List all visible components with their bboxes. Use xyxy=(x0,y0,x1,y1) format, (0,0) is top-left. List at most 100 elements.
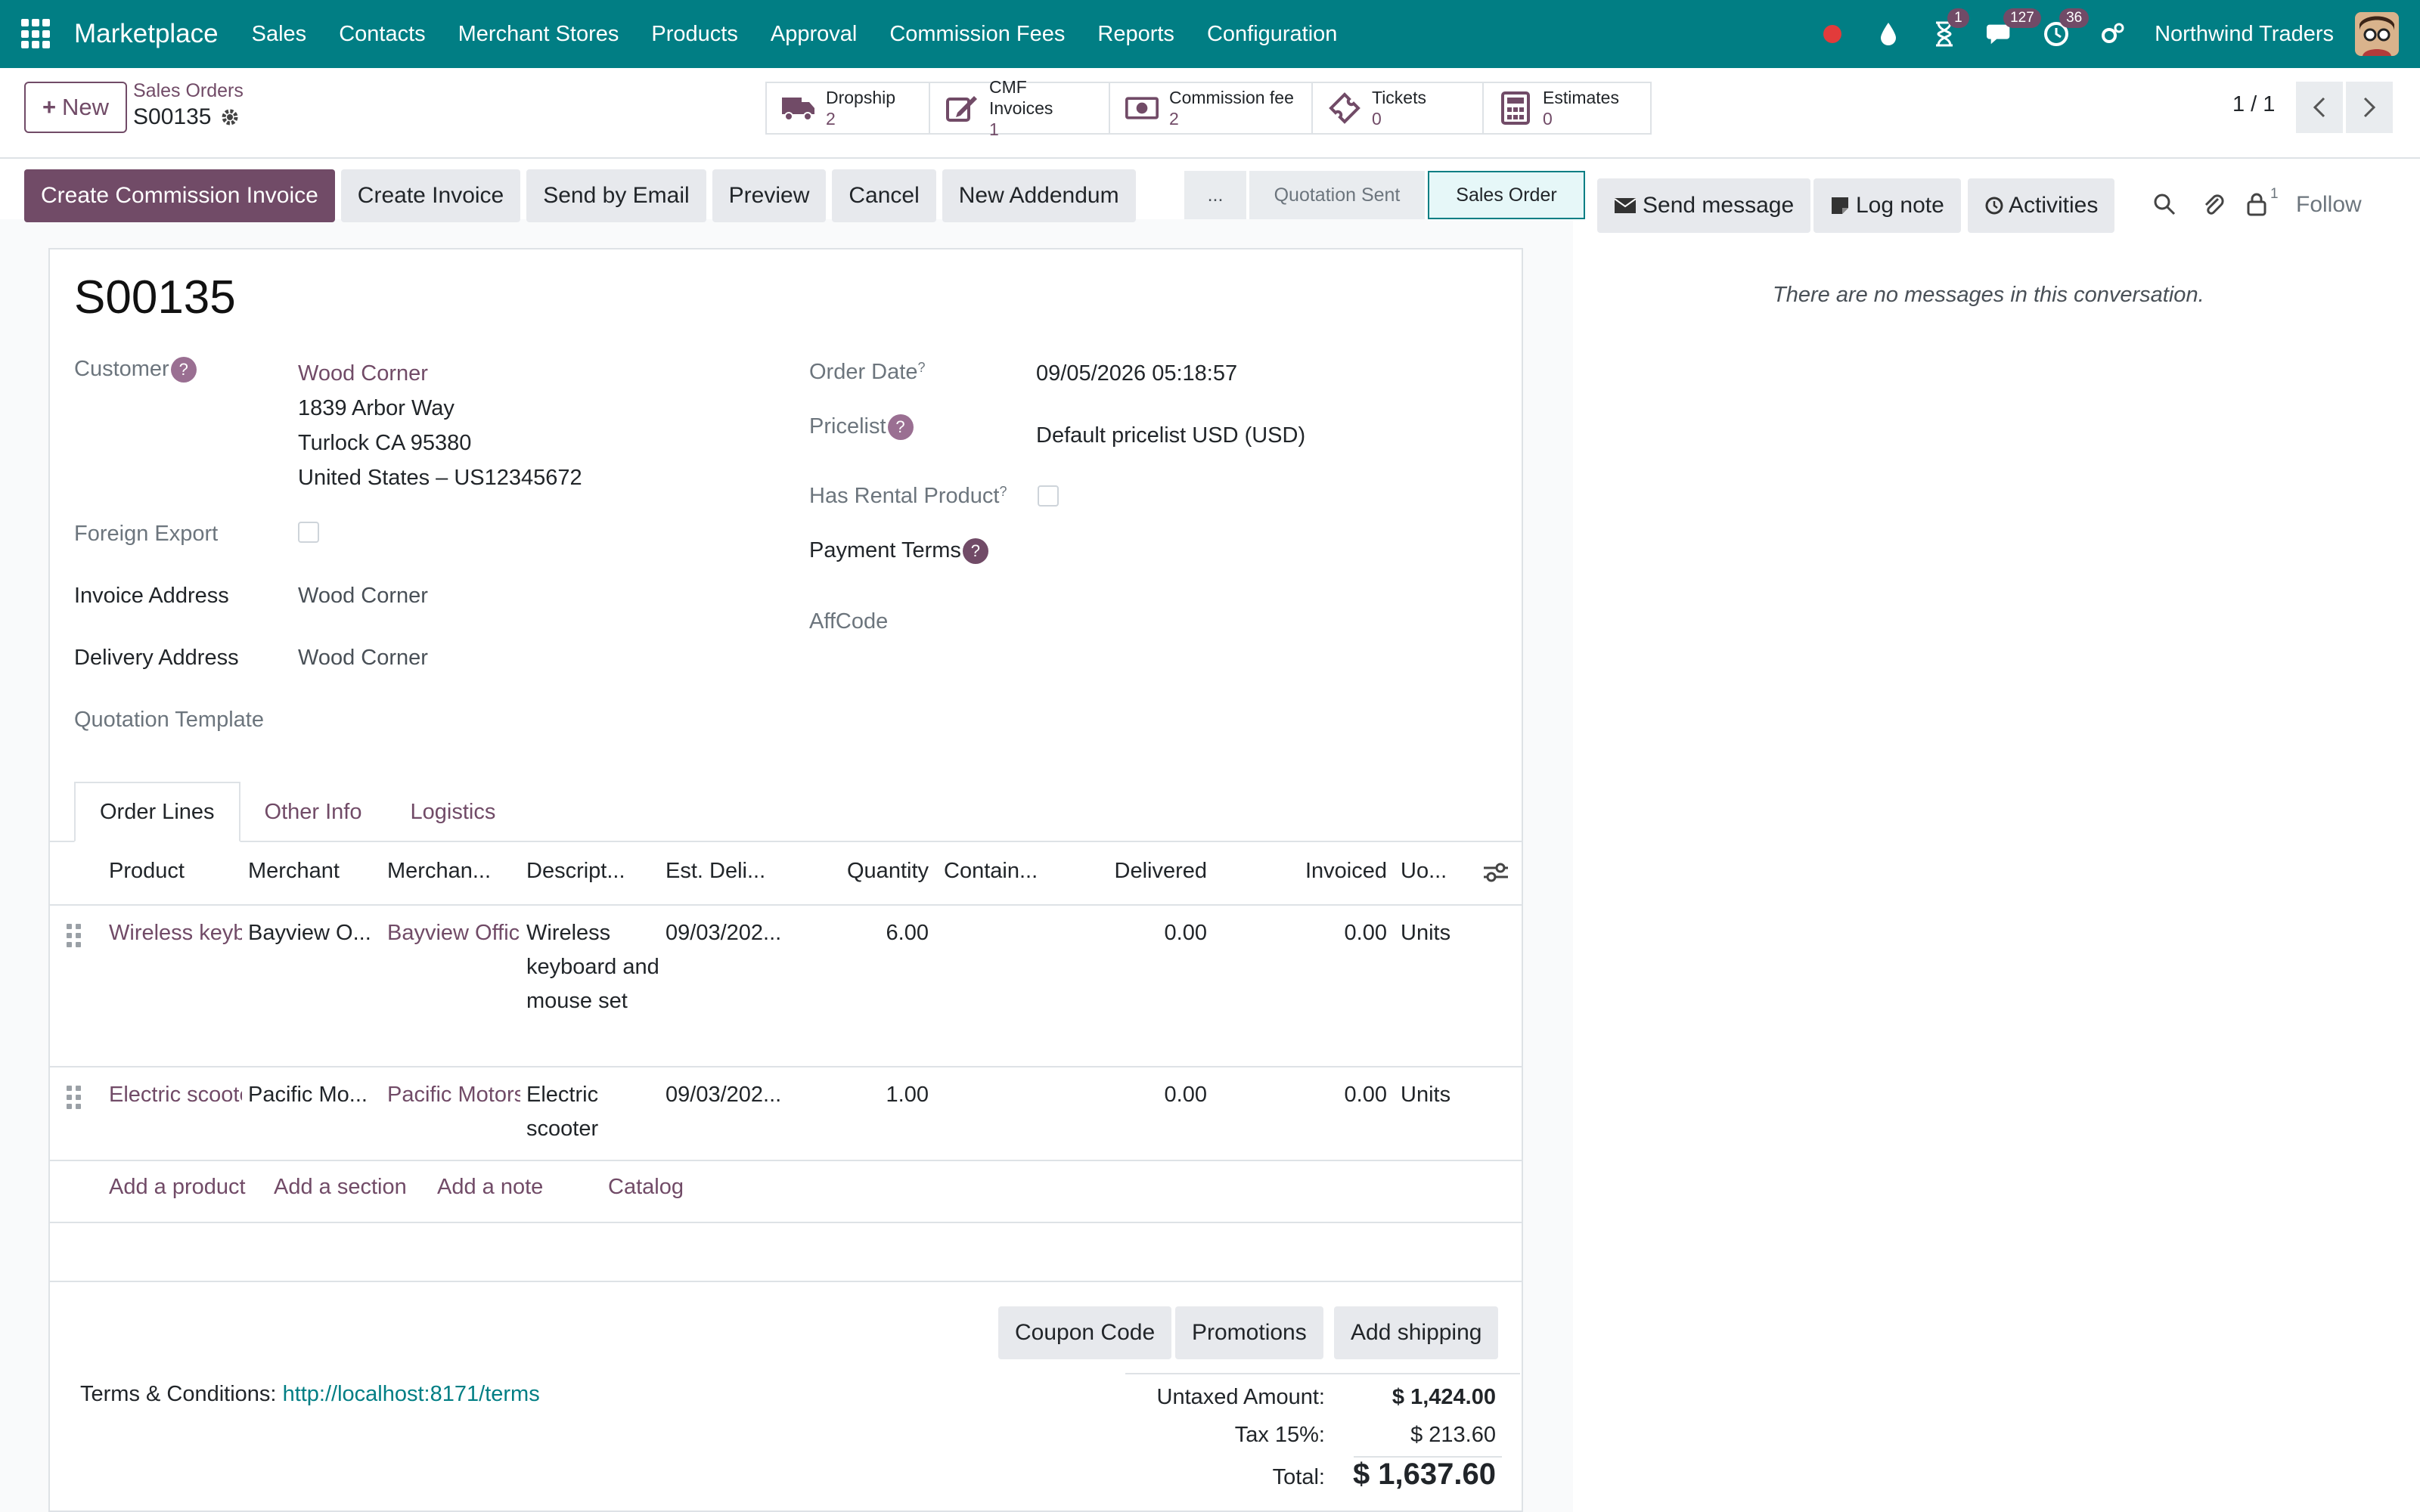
activities-badge: 1 xyxy=(1947,8,1969,28)
user-avatar[interactable] xyxy=(2355,12,2399,56)
customer-help-icon[interactable]: ? xyxy=(170,357,197,383)
messages-icon[interactable]: 127 xyxy=(1987,8,2041,48)
tab-other-info[interactable]: Other Info xyxy=(264,799,362,824)
preview-button[interactable]: Preview xyxy=(712,169,827,222)
menu-reports[interactable]: Reports xyxy=(1097,21,1174,46)
col-description[interactable]: Descript... xyxy=(526,859,625,883)
settings-gears-icon[interactable] xyxy=(2099,20,2126,48)
invoice-address-label: Invoice Address xyxy=(74,584,229,608)
dropship-button[interactable]: Dropship 2 xyxy=(765,82,930,135)
col-container[interactable]: Contain... xyxy=(944,859,1038,883)
cmf-invoices-count: 1 xyxy=(989,119,999,139)
affcode-field[interactable] xyxy=(1036,602,1490,638)
row-description: Electric scooter xyxy=(526,1083,599,1141)
droplet-icon[interactable] xyxy=(1875,20,1902,48)
col-invoiced[interactable]: Invoiced xyxy=(1305,859,1387,883)
menu-sales[interactable]: Sales xyxy=(251,21,307,46)
add-product-link[interactable]: Add a product xyxy=(109,1175,246,1199)
gear-icon[interactable] xyxy=(220,107,240,127)
row-merchant-store[interactable]: Bayview Office xyxy=(387,921,520,945)
drag-handle-icon[interactable] xyxy=(67,924,82,948)
col-merchant-store[interactable]: Merchan... xyxy=(387,859,491,883)
activities-button[interactable]: Activities xyxy=(1968,178,2115,233)
send-by-email-button[interactable]: Send by Email xyxy=(526,169,706,222)
delivery-address-field[interactable]: Wood Corner xyxy=(298,646,428,670)
menu-contacts[interactable]: Contacts xyxy=(339,21,426,46)
catalog-link[interactable]: Catalog xyxy=(608,1175,684,1199)
foreign-export-checkbox[interactable] xyxy=(298,522,319,543)
cmf-invoices-button[interactable]: CMF Invoices 1 xyxy=(930,77,1110,139)
note-icon xyxy=(1832,197,1848,214)
pager-previous-button[interactable] xyxy=(2296,82,2343,133)
payment-terms-field[interactable] xyxy=(1036,538,1490,575)
menu-merchant-stores[interactable]: Merchant Stores xyxy=(458,21,619,46)
rental-checkbox[interactable] xyxy=(1038,485,1059,507)
row-uom: Units xyxy=(1401,1083,1451,1107)
quotation-template-field[interactable] xyxy=(298,700,721,736)
create-commission-invoice-button[interactable]: Create Commission Invoice xyxy=(24,169,335,222)
col-quantity[interactable]: Quantity xyxy=(847,859,929,883)
order-date-field[interactable]: 09/05/2026 05:18:57 xyxy=(1036,361,1238,386)
tickets-button[interactable]: Tickets 0 xyxy=(1313,82,1484,135)
customer-name[interactable]: Wood Corner xyxy=(298,361,428,386)
status-more-button[interactable]: ... xyxy=(1184,171,1246,219)
form-sheet xyxy=(48,248,1523,1512)
recording-dot-icon[interactable] xyxy=(1819,20,1846,48)
breadcrumb-sales-orders[interactable]: Sales Orders xyxy=(133,80,244,101)
row-product[interactable]: Electric scooter xyxy=(109,1083,242,1107)
calculator-icon xyxy=(1499,91,1532,125)
hourglass-icon[interactable]: 1 xyxy=(1931,8,1969,48)
apps-grid-icon[interactable] xyxy=(21,19,51,49)
company-switcher[interactable]: Northwind Traders xyxy=(2155,21,2334,46)
add-section-link[interactable]: Add a section xyxy=(274,1175,407,1199)
col-delivered[interactable]: Delivered xyxy=(1114,859,1208,883)
menu-products[interactable]: Products xyxy=(651,21,738,46)
app-brand[interactable]: Marketplace xyxy=(74,19,219,48)
row-merchant-store[interactable]: Pacific Motors xyxy=(387,1083,520,1107)
menu-approval[interactable]: Approval xyxy=(770,21,858,46)
followers-lock-icon[interactable] xyxy=(2243,191,2270,218)
send-message-button[interactable]: Send message xyxy=(1597,178,1811,233)
terms-link[interactable]: http://localhost:8171/terms xyxy=(282,1382,540,1406)
status-sales-order[interactable]: Sales Order xyxy=(1428,171,1585,219)
coupon-code-button[interactable]: Coupon Code xyxy=(998,1306,1172,1359)
col-est-delivery[interactable]: Est. Deli... xyxy=(666,859,766,883)
follow-button[interactable]: Follow xyxy=(2296,192,2362,217)
payment-terms-help-icon[interactable]: ? xyxy=(962,538,988,564)
col-uom[interactable]: Uo... xyxy=(1401,859,1447,883)
totals-divider xyxy=(1125,1373,1520,1374)
column-settings-icon[interactable] xyxy=(1482,860,1509,891)
tab-order-lines[interactable]: Order Lines xyxy=(74,782,240,842)
status-quotation-sent[interactable]: Quotation Sent xyxy=(1249,171,1425,219)
row-divider xyxy=(48,1160,1523,1161)
payment-terms-label: Payment Terms? xyxy=(809,538,988,564)
invoice-address-field[interactable]: Wood Corner xyxy=(298,584,428,608)
clock-icon[interactable]: 36 xyxy=(2043,8,2090,48)
add-note-link[interactable]: Add a note xyxy=(437,1175,544,1199)
estimates-button[interactable]: Estimates 0 xyxy=(1484,82,1652,135)
add-shipping-button[interactable]: Add shipping xyxy=(1334,1306,1499,1359)
menu-configuration[interactable]: Configuration xyxy=(1206,21,1338,46)
row-product[interactable]: Wireless keyboard xyxy=(109,921,242,945)
new-button[interactable]: + New xyxy=(24,82,127,133)
search-icon[interactable] xyxy=(2151,191,2178,218)
drag-handle-icon[interactable] xyxy=(67,1086,82,1110)
menu-commission-fees[interactable]: Commission Fees xyxy=(889,21,1066,46)
pricelist-field[interactable]: Default pricelist USD (USD) xyxy=(1036,423,1306,448)
pricelist-help-icon[interactable]: ? xyxy=(887,414,914,440)
send-message-label: Send message xyxy=(1643,193,1795,218)
pager-value[interactable]: 1 / 1 xyxy=(2232,92,2276,116)
tab-logistics[interactable]: Logistics xyxy=(410,799,496,824)
cancel-button[interactable]: Cancel xyxy=(832,169,936,222)
col-product[interactable]: Product xyxy=(109,859,185,883)
create-invoice-button[interactable]: Create Invoice xyxy=(340,169,521,222)
col-merchant[interactable]: Merchant xyxy=(248,859,340,883)
log-note-button[interactable]: Log note xyxy=(1813,178,1961,233)
promotions-button[interactable]: Promotions xyxy=(1175,1306,1323,1359)
paperclip-icon[interactable] xyxy=(2199,191,2226,218)
new-addendum-button[interactable]: New Addendum xyxy=(942,169,1136,222)
dropship-count: 2 xyxy=(826,109,836,129)
commission-fee-button[interactable]: Commission fee 2 xyxy=(1110,82,1313,135)
pager-next-button[interactable] xyxy=(2346,82,2393,133)
estimates-count: 0 xyxy=(1543,109,1553,129)
